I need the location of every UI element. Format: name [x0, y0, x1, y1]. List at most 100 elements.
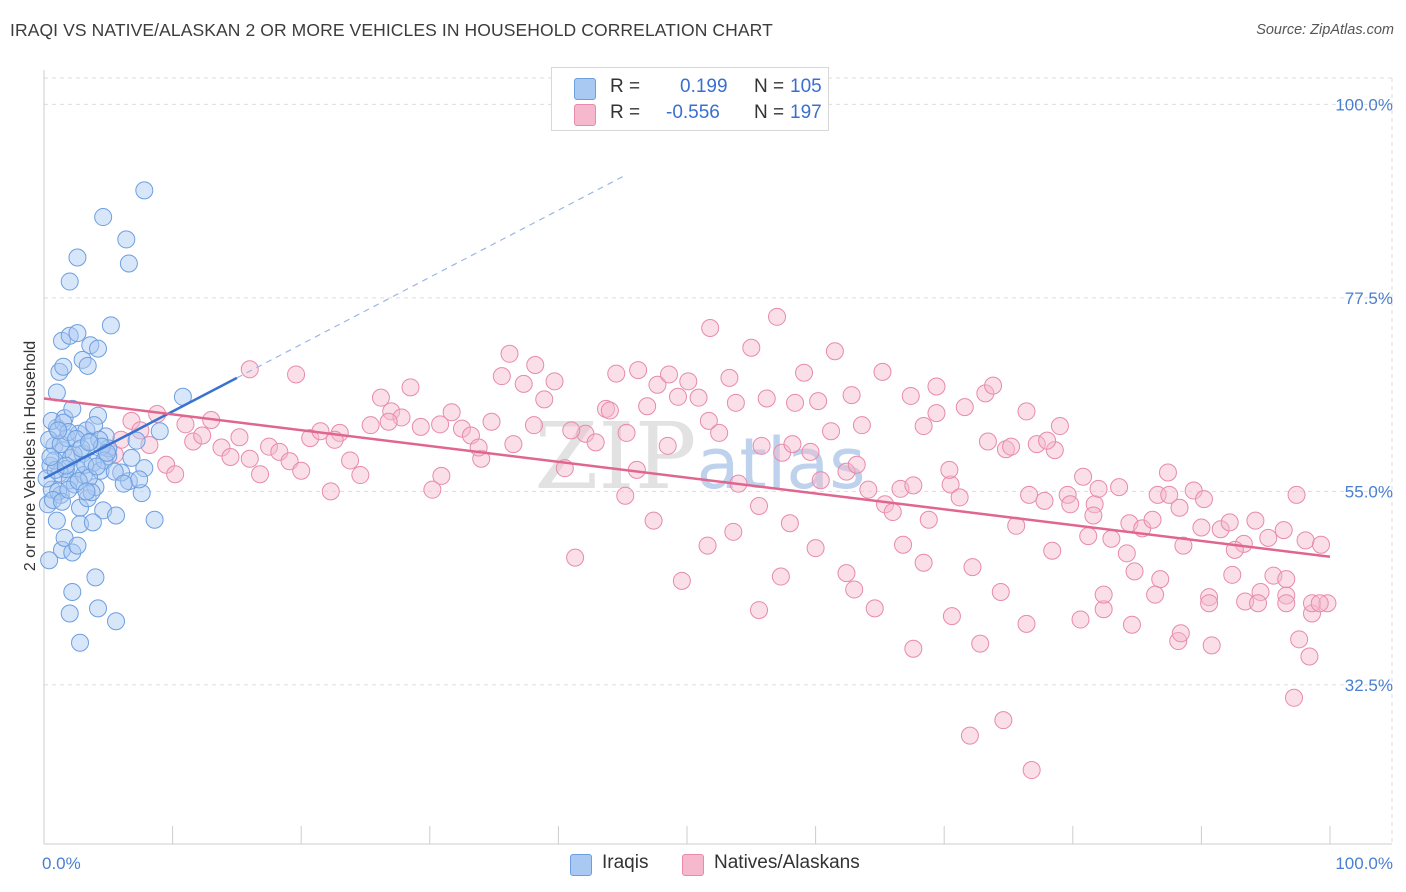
native-point: [809, 392, 828, 411]
native-point: [341, 451, 360, 470]
watermark-zip: ZIP: [534, 403, 696, 510]
y-tick-label: 77.5%: [1345, 289, 1393, 308]
native-point: [963, 558, 982, 577]
iraqi-point: [105, 462, 124, 481]
native-point: [679, 372, 698, 391]
native-point: [586, 433, 605, 452]
native-point: [193, 426, 212, 445]
native-point: [786, 393, 805, 412]
native-point: [852, 416, 871, 435]
axes: [43, 70, 1392, 845]
native-point: [914, 553, 933, 572]
iraqi-point: [71, 633, 90, 652]
iraqi-point: [127, 431, 146, 450]
iraqi-point: [42, 411, 61, 430]
iraqi-point: [63, 399, 82, 418]
iraqi-point: [54, 357, 73, 376]
native-point: [672, 571, 691, 590]
iraqi-point: [69, 472, 88, 491]
iraqi-point: [112, 463, 131, 482]
natives-points: [105, 307, 1337, 780]
y-axis-label: 2 or more Vehicles in Household: [22, 341, 39, 571]
native-point: [1318, 594, 1337, 613]
native-point: [904, 476, 923, 495]
native-point: [423, 480, 442, 499]
native-point: [1211, 520, 1230, 539]
native-point: [771, 567, 790, 586]
x-tick-label: 100.0%: [1335, 854, 1393, 873]
native-point: [1061, 495, 1080, 514]
iraqis-swatch: [574, 78, 596, 100]
iraqi-point: [68, 324, 87, 343]
iraqi-point: [60, 272, 79, 291]
native-point: [701, 319, 720, 337]
native-point: [942, 607, 961, 626]
native-point: [950, 488, 969, 507]
native-point: [1027, 435, 1046, 454]
native-point: [978, 432, 997, 451]
native-point: [927, 404, 946, 423]
legend-r-value: 0.199: [680, 76, 728, 97]
natives-trend-line: [43, 397, 1331, 559]
native-point: [919, 510, 938, 529]
native-point: [1143, 510, 1162, 529]
native-point: [442, 403, 461, 422]
native-point: [432, 466, 451, 485]
native-point: [971, 634, 990, 653]
iraqi-point: [87, 457, 106, 476]
native-point: [1017, 614, 1036, 633]
iraqi-point: [86, 568, 105, 587]
native-point: [724, 522, 743, 541]
native-point: [1287, 485, 1306, 504]
native-point: [526, 355, 545, 374]
native-point: [757, 389, 776, 408]
native-point: [689, 388, 708, 407]
iraqi-point: [80, 433, 99, 452]
native-point: [1035, 491, 1054, 510]
iraqi-point: [83, 513, 102, 532]
native-point: [1160, 485, 1179, 504]
iraqi-point: [145, 510, 164, 529]
native-point: [991, 583, 1010, 602]
native-point: [1094, 600, 1113, 619]
native-point: [996, 440, 1015, 459]
iraqis-points: [37, 181, 192, 652]
legend-n-label: N =: [754, 102, 785, 123]
native-point: [1302, 594, 1321, 613]
legend-n-label: N =: [754, 76, 785, 97]
source-label: Source: ZipAtlas.com: [1256, 22, 1394, 38]
tick-labels: 100.0% 77.5% 55.0% 32.5% 0.0% 100.0%: [42, 95, 1393, 873]
native-point: [1045, 441, 1064, 460]
native-point: [1200, 594, 1219, 613]
native-point: [260, 437, 279, 456]
native-point: [1277, 586, 1296, 605]
native-point: [865, 599, 884, 618]
iraqi-point: [63, 583, 82, 602]
native-point: [659, 365, 678, 384]
native-point: [644, 511, 663, 530]
legend-r-value: -0.556: [666, 102, 720, 123]
native-point: [873, 362, 892, 381]
native-point: [157, 455, 176, 474]
natives-swatch: [574, 104, 596, 126]
iraqi-point: [117, 230, 136, 249]
iraqis-trend-line: [43, 376, 238, 480]
native-point: [698, 536, 717, 555]
native-point: [783, 435, 802, 454]
native-point: [837, 564, 856, 583]
native-point: [984, 376, 1003, 395]
native-point: [1038, 431, 1057, 450]
chart-title: IRAQI VS NATIVE/ALASKAN 2 OR MORE VEHICL…: [10, 20, 773, 40]
native-point: [1274, 521, 1293, 540]
bottom-legend-label: Natives/Alaskans: [714, 852, 860, 873]
iraqi-point: [44, 491, 63, 509]
iraqi-point: [107, 506, 126, 525]
native-point: [1022, 761, 1041, 780]
iraqis-swatch: [570, 854, 592, 876]
x-tick-label: 0.0%: [42, 854, 81, 873]
iraqis-trend-extension: [236, 176, 623, 379]
native-point: [1223, 565, 1242, 584]
native-point: [658, 436, 677, 455]
native-point: [955, 398, 974, 417]
native-point: [452, 419, 471, 438]
